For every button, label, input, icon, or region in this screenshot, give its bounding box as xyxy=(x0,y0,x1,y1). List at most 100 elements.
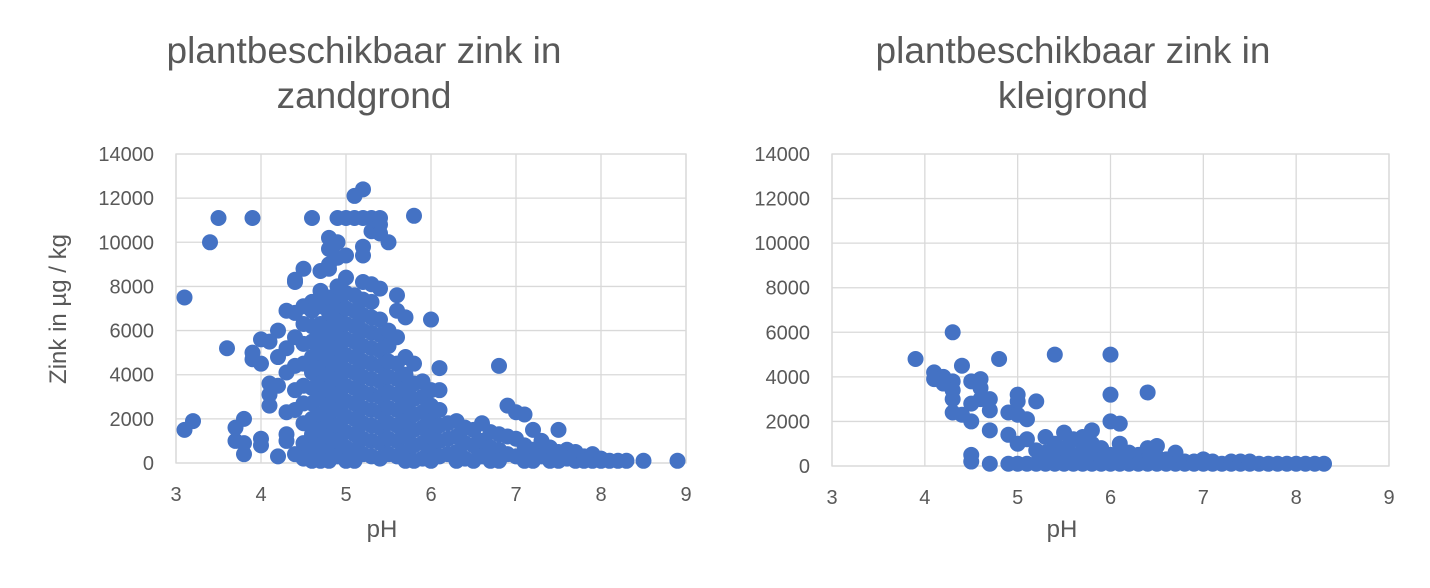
data-point xyxy=(202,234,218,251)
data-point xyxy=(618,452,635,469)
data-point xyxy=(944,324,961,341)
x-tick-label: 9 xyxy=(1383,487,1394,509)
data-point xyxy=(431,360,448,377)
y-tick-label: 0 xyxy=(143,453,154,475)
x-tick-label: 8 xyxy=(1291,487,1302,509)
y-tick-label: 12000 xyxy=(754,189,810,211)
x-tick-label: 9 xyxy=(680,484,691,506)
data-point xyxy=(1046,346,1063,363)
data-point xyxy=(185,413,201,430)
data-point xyxy=(236,446,252,463)
y-tick-label: 4000 xyxy=(766,367,811,389)
data-point xyxy=(338,269,354,286)
chart-zandgrond: plantbeschikbaar zink in zandgrond 3 4 5 6 7… xyxy=(45,30,692,543)
y-tick-label: 14000 xyxy=(754,144,810,166)
data-point xyxy=(406,207,422,224)
data-point xyxy=(329,234,346,251)
data-point xyxy=(1139,384,1156,401)
plot-area: 3 4 5 6 7 8 9 0 2000 4000 6000 8000 10000 12000 14000 xyxy=(98,144,691,506)
x-axis-label: pH xyxy=(1047,516,1078,543)
x-tick-label: 3 xyxy=(170,484,181,506)
data-point xyxy=(372,280,388,297)
y-tick-label: 0 xyxy=(799,456,810,478)
data-point xyxy=(321,260,337,277)
y-tick-label: 8000 xyxy=(110,276,155,298)
x-tick-label: 7 xyxy=(510,484,521,506)
data-point xyxy=(1083,422,1100,439)
data-point xyxy=(406,355,422,372)
data-point xyxy=(491,357,507,374)
y-tick-label: 12000 xyxy=(98,188,154,210)
data-point xyxy=(516,406,533,423)
y-tick-label: 6000 xyxy=(766,322,811,344)
y-axis-label: Zink in µg / kg xyxy=(45,234,72,384)
data-point xyxy=(253,437,269,454)
data-point xyxy=(287,271,303,288)
data-point xyxy=(635,452,652,469)
y-tick-label: 6000 xyxy=(110,321,155,343)
data-point xyxy=(253,355,269,372)
chart-kleigrond: plantbeschikbaar zink in kleigrond 3 4 5 6 7… xyxy=(754,30,1394,543)
data-point xyxy=(295,260,312,277)
data-point xyxy=(1018,411,1035,428)
y-tick-label: 2000 xyxy=(110,409,155,431)
x-tick-label: 5 xyxy=(340,484,351,506)
x-tick-label: 4 xyxy=(919,487,930,509)
data-point xyxy=(236,435,252,452)
data-point xyxy=(278,340,295,357)
data-point xyxy=(981,422,998,439)
data-point xyxy=(389,287,405,304)
chart-title-line-2: zandgrond xyxy=(277,75,452,116)
data-point xyxy=(389,329,405,346)
data-point xyxy=(550,421,567,438)
x-tick-label: 8 xyxy=(595,484,606,506)
data-point xyxy=(944,391,961,408)
data-point xyxy=(991,351,1008,368)
chart-title-line-2: kleigrond xyxy=(998,75,1148,116)
plot-area: 3 4 5 6 7 8 9 0 2000 4000 6000 8000 10000 12000 14000 xyxy=(754,144,1394,509)
data-point xyxy=(431,382,448,399)
data-point xyxy=(338,247,354,264)
data-point xyxy=(278,432,295,449)
data-point xyxy=(963,453,980,470)
x-tick-label: 7 xyxy=(1198,487,1209,509)
y-tick-label: 10000 xyxy=(754,233,810,255)
data-point xyxy=(1111,415,1128,432)
data-point xyxy=(270,448,286,465)
data-point xyxy=(1009,393,1026,410)
x-tick-label: 6 xyxy=(1105,487,1116,509)
data-point xyxy=(963,413,980,430)
data-point xyxy=(219,340,235,357)
data-point xyxy=(669,452,686,469)
data-point xyxy=(355,247,371,264)
data-point xyxy=(1102,346,1119,363)
data-point xyxy=(1316,455,1333,472)
x-axis-label: pH xyxy=(367,516,398,543)
data-point xyxy=(270,377,286,394)
data-point xyxy=(380,234,397,251)
data-point xyxy=(972,380,989,396)
x-tick-label: 5 xyxy=(1012,487,1023,509)
y-tick-label: 10000 xyxy=(98,232,154,254)
data-point xyxy=(210,210,227,227)
y-tick-label: 8000 xyxy=(766,278,811,300)
data-point xyxy=(304,210,320,227)
data-point xyxy=(244,210,261,227)
y-tick-label: 4000 xyxy=(110,365,155,387)
data-point xyxy=(397,309,414,326)
data-point xyxy=(261,333,278,350)
y-tick-label: 14000 xyxy=(98,144,154,166)
data-point xyxy=(355,181,371,198)
chart-title-line-1: plantbeschikbaar zink in xyxy=(876,30,1271,71)
chart-title-line-1: plantbeschikbaar zink in xyxy=(167,30,562,71)
data-point xyxy=(907,351,924,368)
data-point xyxy=(1018,431,1035,448)
data-point xyxy=(431,402,448,419)
x-tick-label: 4 xyxy=(255,484,266,506)
data-point xyxy=(981,391,998,408)
data-point xyxy=(270,322,286,339)
data-point xyxy=(1148,437,1165,454)
data-point xyxy=(1102,386,1119,403)
x-tick-label: 3 xyxy=(826,487,837,509)
